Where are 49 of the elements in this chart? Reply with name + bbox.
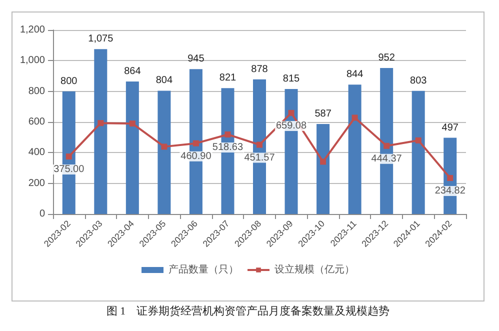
point	[129, 120, 136, 127]
data-label: 497	[442, 122, 459, 134]
data-label: 815	[282, 74, 300, 85]
point	[352, 114, 358, 121]
point	[384, 142, 390, 149]
data-label: 800	[60, 76, 78, 87]
bar	[126, 82, 139, 214]
point	[447, 174, 454, 181]
point	[288, 110, 294, 116]
data-label: 952	[378, 52, 396, 64]
bar	[94, 49, 108, 214]
data-label: 518.63	[212, 142, 244, 153]
y-tick-label: 1,000	[20, 55, 46, 66]
y-tick-label: 600	[28, 116, 46, 128]
legend-label: 产品数量（只）	[168, 264, 238, 276]
data-label: 375.00	[54, 164, 85, 175]
data-label: 451.57	[244, 152, 276, 164]
y-tick-label: 1,200	[20, 24, 46, 36]
point	[98, 120, 104, 126]
data-label: 234.82	[434, 185, 466, 196]
point	[320, 158, 326, 165]
point	[415, 137, 422, 144]
y-tick-label: 0	[39, 208, 46, 220]
data-label: 1,075	[88, 34, 114, 45]
data-label: 587	[314, 108, 332, 120]
point	[256, 142, 262, 148]
data-label: 945	[188, 54, 205, 65]
data-label: 804	[156, 75, 173, 86]
bar	[412, 90, 425, 214]
point	[224, 131, 231, 138]
data-label: 460.90	[180, 150, 212, 162]
data-label: 878	[251, 64, 268, 75]
data-label: 659.08	[276, 120, 307, 132]
legend-label: 设立规模（亿元）	[274, 264, 354, 276]
data-label: 864	[124, 66, 142, 78]
bar	[158, 90, 171, 214]
y-tick-label: 400	[28, 147, 46, 158]
data-label: 844	[346, 69, 364, 80]
point	[66, 154, 72, 160]
bar	[316, 124, 330, 214]
data-label: 803	[410, 75, 428, 86]
point	[161, 144, 168, 150]
y-tick-label: 200	[28, 178, 46, 189]
point	[192, 140, 199, 146]
y-tick-label: 800	[28, 86, 46, 97]
caption: 图 1 证券期货经营机构资管产品月度备案数量及规模趋势	[106, 304, 390, 318]
data-label: 821	[219, 72, 237, 84]
data-label: 444.37	[371, 153, 402, 164]
bar	[348, 84, 362, 214]
